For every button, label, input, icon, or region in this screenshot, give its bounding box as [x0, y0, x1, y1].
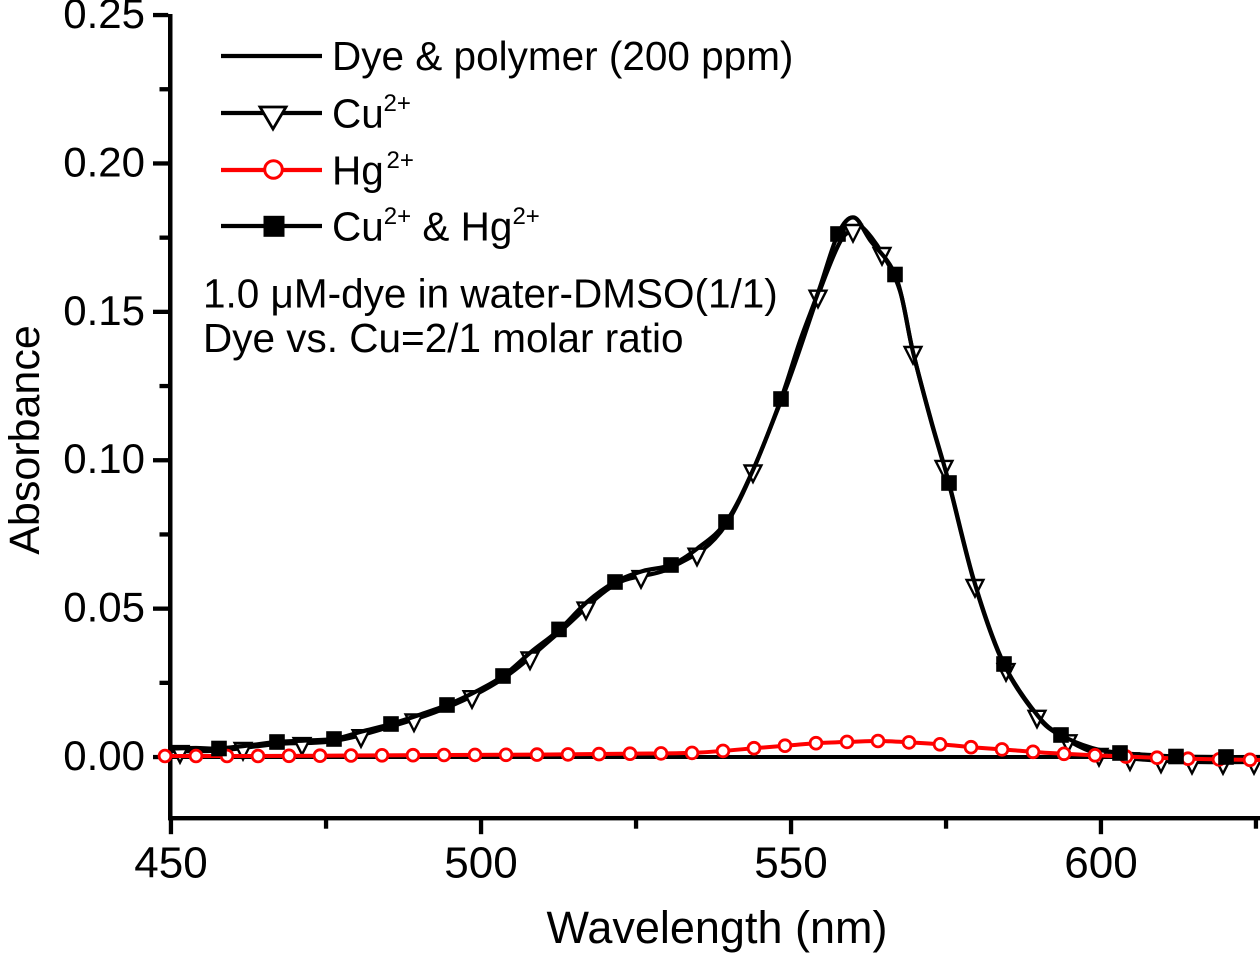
- svg-text:Absorbance: Absorbance: [1, 325, 49, 555]
- svg-text:550: 550: [754, 839, 827, 888]
- svg-text:0.15: 0.15: [63, 287, 145, 334]
- svg-text:2+: 2+: [387, 147, 414, 174]
- svg-text:450: 450: [134, 839, 207, 888]
- svg-text:0.05: 0.05: [63, 584, 145, 631]
- svg-text:Dye & polymer (200 ppm): Dye & polymer (200 ppm): [332, 33, 793, 79]
- svg-text:0.20: 0.20: [63, 138, 145, 185]
- svg-text:Wavelength (nm): Wavelength (nm): [547, 902, 888, 953]
- svg-text:Dye vs. Cu=2/1 molar ratio: Dye vs. Cu=2/1 molar ratio: [203, 315, 684, 361]
- svg-text:500: 500: [444, 839, 517, 888]
- svg-text:2+: 2+: [384, 90, 411, 117]
- svg-text:1.0 μM-dye in water-DMSO(1/1): 1.0 μM-dye in water-DMSO(1/1): [203, 271, 778, 317]
- svg-text:0.10: 0.10: [63, 435, 145, 482]
- svg-text:Cu: Cu: [332, 91, 384, 137]
- svg-text:0.25: 0.25: [63, 0, 145, 37]
- svg-text:Cu2+ & Hg2+: Cu2+ & Hg2+: [332, 203, 540, 250]
- svg-text:0.00: 0.00: [63, 732, 145, 779]
- svg-text:600: 600: [1064, 839, 1137, 888]
- svg-text:Hg: Hg: [332, 148, 384, 194]
